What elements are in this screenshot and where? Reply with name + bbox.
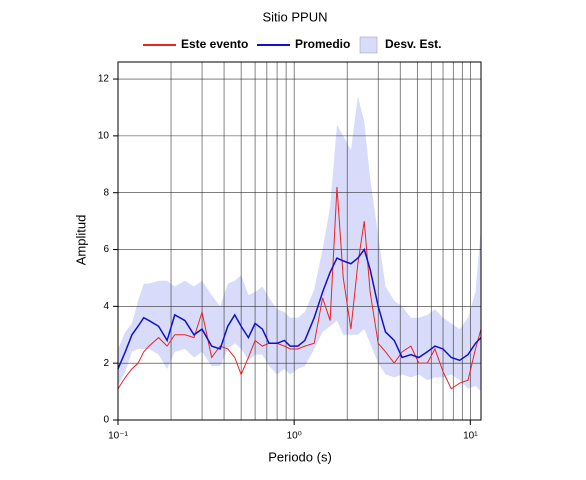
chart-title: Sitio PPUN	[262, 9, 327, 24]
y-tick-label: 12	[98, 74, 110, 85]
y-tick-label: 0	[103, 415, 109, 426]
x-tick-label: 10⁻¹	[108, 431, 128, 442]
y-tick-label: 8	[103, 187, 109, 198]
series-line	[117, 186, 482, 390]
x-tick-label: 10⁰	[287, 431, 302, 442]
legend-label: Este evento	[181, 37, 248, 51]
y-tick-label: 10	[98, 131, 110, 142]
series-line	[117, 247, 482, 370]
x-axis-label: Periodo (s)	[268, 449, 332, 464]
plot-frame	[117, 61, 482, 421]
y-tick-label: 4	[103, 301, 109, 312]
y-tick-label: 6	[103, 244, 109, 255]
legend-label: Promedio	[295, 37, 350, 51]
legend-label: Desv. Est.	[385, 37, 441, 51]
legend-swatch	[359, 36, 378, 54]
y-tick-label: 2	[103, 358, 109, 369]
std-band	[118, 96, 481, 392]
x-tick-label: 10¹	[463, 431, 478, 442]
y-axis-label: Amplitud	[73, 215, 88, 266]
